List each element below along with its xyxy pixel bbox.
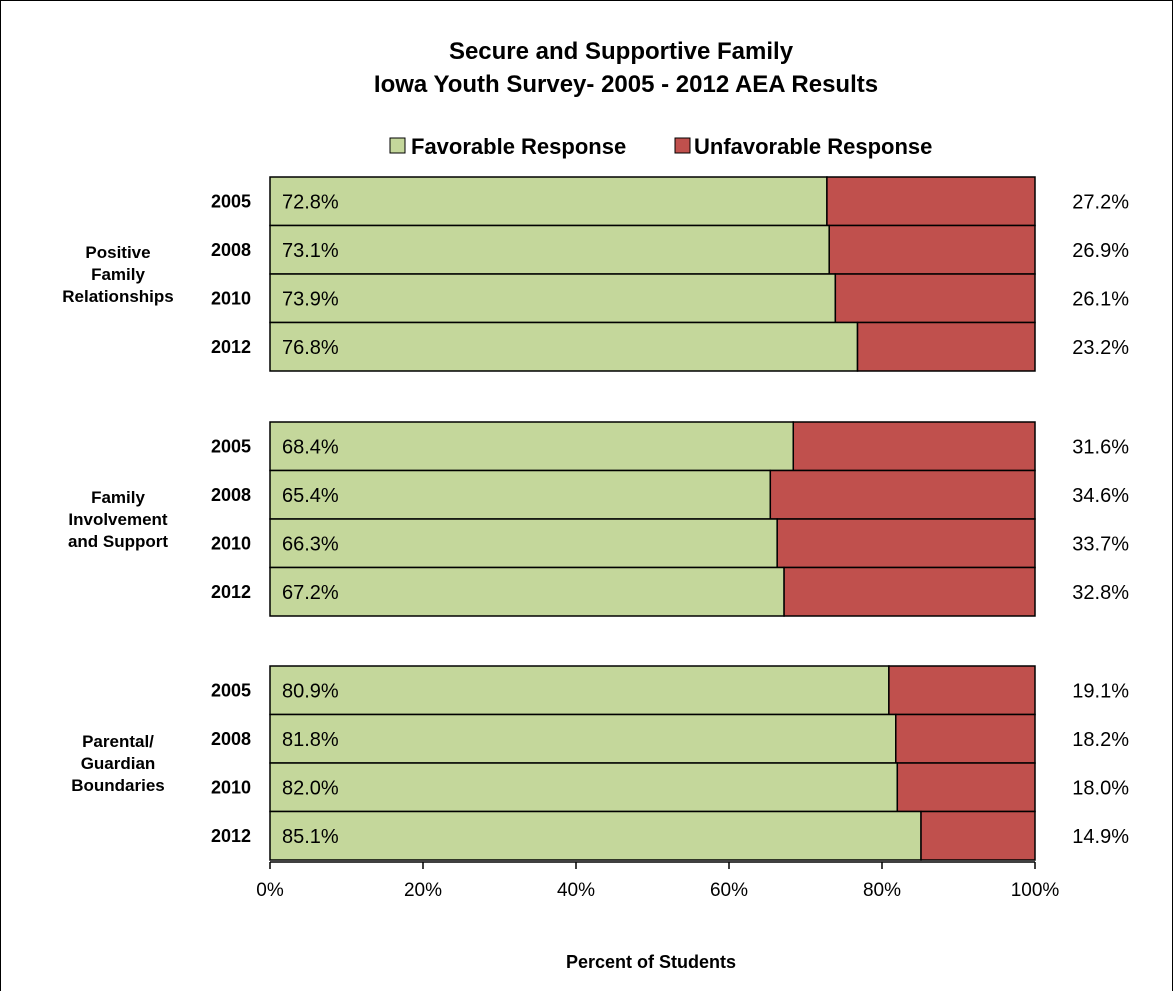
label-favorable-g2-2010: 66.3% [282, 533, 339, 555]
label-favorable-g3-2005: 80.9% [282, 680, 339, 702]
year-label-g3-2008: 2008 [211, 729, 251, 749]
group-label-1-line-2: Family [91, 265, 145, 284]
bar-favorable-g2-2012 [269, 566, 785, 617]
group-label-3-line-2: Guardian [81, 754, 156, 773]
label-unfavorable-g2-2005: 31.6% [1072, 436, 1129, 458]
bar-favorable-g2-2008 [269, 469, 772, 520]
year-label-g1-2005: 2005 [211, 191, 251, 211]
year-label-g3-2012: 2012 [211, 826, 251, 846]
group-label-3-line-3: Boundaries [71, 776, 165, 795]
x-tick-label-1: 20% [404, 880, 442, 901]
label-unfavorable-g1-2005: 27.2% [1072, 191, 1129, 213]
bar-unfavorable-g2-2010 [776, 518, 1036, 569]
bar-unfavorable-g2-2012 [783, 566, 1036, 617]
year-label-g2-2010: 2010 [211, 533, 251, 553]
bar-unfavorable-g2-2008 [769, 469, 1036, 520]
bar-unfavorable-g1-2005 [826, 176, 1036, 227]
label-favorable-g1-2012: 76.8% [282, 337, 339, 359]
year-label-g3-2010: 2010 [211, 777, 251, 797]
label-unfavorable-g3-2008: 18.2% [1072, 729, 1129, 751]
year-label-g1-2008: 2008 [211, 240, 251, 260]
legend: Favorable Response Unfavorable Response [389, 134, 932, 159]
label-favorable-g1-2005: 72.8% [282, 191, 339, 213]
bar-favorable-g1-2008 [269, 224, 830, 275]
group-label-1-line-1: Positive [85, 243, 150, 262]
year-label-g2-2008: 2008 [211, 485, 251, 505]
bar-unfavorable-g3-2005 [888, 665, 1036, 716]
group-label-2-line-3: and Support [68, 532, 168, 551]
label-favorable-g3-2012: 85.1% [282, 826, 339, 848]
bar-favorable-g3-2008 [269, 713, 897, 764]
legend-label-favorable: Favorable Response [411, 134, 626, 159]
bar-favorable-g2-2010 [269, 518, 778, 569]
legend-swatch-favorable [389, 137, 406, 154]
label-favorable-g1-2008: 73.1% [282, 240, 339, 262]
label-unfavorable-g1-2008: 26.9% [1072, 240, 1129, 262]
x-axis: 0% 20% 40% 60% 80% 100% [256, 861, 1060, 901]
group-label-2-line-1: Family [91, 488, 145, 507]
label-favorable-g3-2010: 82.0% [282, 777, 339, 799]
bar-favorable-g3-2005 [269, 665, 890, 716]
x-tick-label-3: 60% [710, 880, 748, 901]
group-label-1-line-3: Relationships [62, 287, 173, 306]
bar-favorable-g1-2010 [269, 273, 837, 324]
year-label-g3-2005: 2005 [211, 680, 251, 700]
labels-layer: 72.8% 27.2% 2005 73.1% 26.9% 2008 73.9% 26.1% 20… [62, 191, 1129, 848]
legend-label-unfavorable: Unfavorable Response [694, 134, 932, 159]
group-label-3-line-1: Parental/ [82, 732, 154, 751]
x-tick-label-5: 100% [1011, 880, 1060, 901]
year-label-g1-2012: 2012 [211, 337, 251, 357]
bar-favorable-g3-2012 [269, 810, 922, 861]
x-axis-title: Percent of Students [566, 952, 736, 972]
bar-favorable-g2-2005 [269, 421, 795, 472]
bar-unfavorable-g3-2010 [896, 762, 1036, 813]
x-tick-label-2: 40% [557, 880, 595, 901]
x-tick-label-0: 0% [256, 880, 284, 901]
label-favorable-g2-2005: 68.4% [282, 436, 339, 458]
bar-favorable-g3-2010 [269, 762, 899, 813]
chart-title-line-1: Secure and Supportive Family [449, 38, 794, 65]
group-label-2-line-2: Involvement [68, 510, 168, 529]
bar-favorable-g1-2012 [269, 321, 859, 372]
label-unfavorable-g1-2010: 26.1% [1072, 288, 1129, 310]
year-label-g2-2005: 2005 [211, 436, 251, 456]
year-label-g1-2010: 2010 [211, 288, 251, 308]
label-unfavorable-g3-2012: 14.9% [1072, 826, 1129, 848]
bar-favorable-g1-2005 [269, 176, 828, 227]
label-favorable-g2-2008: 65.4% [282, 485, 339, 507]
label-unfavorable-g2-2008: 34.6% [1072, 485, 1129, 507]
label-unfavorable-g2-2012: 32.8% [1072, 582, 1129, 604]
bar-unfavorable-g3-2012 [920, 810, 1036, 861]
label-favorable-g1-2010: 73.9% [282, 288, 339, 310]
label-unfavorable-g3-2005: 19.1% [1072, 680, 1129, 702]
bar-unfavorable-g2-2005 [792, 421, 1036, 472]
year-label-g2-2012: 2012 [211, 582, 251, 602]
label-unfavorable-g2-2010: 33.7% [1072, 533, 1129, 555]
label-favorable-g2-2012: 67.2% [282, 582, 339, 604]
bar-unfavorable-g1-2012 [856, 321, 1036, 372]
bar-unfavorable-g1-2010 [834, 273, 1036, 324]
legend-swatch-unfavorable [674, 137, 691, 154]
label-unfavorable-g1-2012: 23.2% [1072, 337, 1129, 359]
bar-unfavorable-g3-2008 [895, 713, 1036, 764]
x-tick-label-4: 80% [863, 880, 901, 901]
chart-title-line-2: Iowa Youth Survey- 2005 - 2012 AEA Resul… [374, 71, 878, 98]
label-unfavorable-g3-2010: 18.0% [1072, 777, 1129, 799]
bars-layer [269, 176, 1036, 861]
bar-unfavorable-g1-2008 [828, 224, 1036, 275]
label-favorable-g3-2008: 81.8% [282, 729, 339, 751]
